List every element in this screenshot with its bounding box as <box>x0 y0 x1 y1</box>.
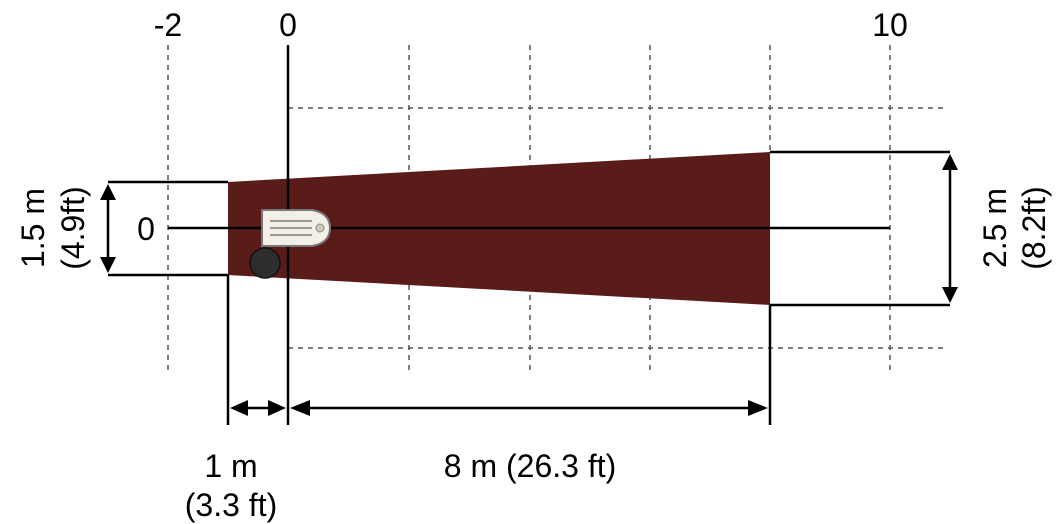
near-width-imperial-label: (4.9ft) <box>55 186 91 270</box>
range-dimensions <box>226 275 772 425</box>
y-tick-label: 0 <box>137 211 155 247</box>
far-width-label: 2.5 m <box>977 188 1013 268</box>
mounting-knob-icon <box>249 247 281 279</box>
near-width-label: 1.5 m <box>15 188 51 268</box>
x-tick-label: 10 <box>872 7 908 43</box>
x-tick-label: -2 <box>154 7 182 43</box>
sensor-device-icon <box>261 209 332 247</box>
near-width-dimension <box>100 180 228 277</box>
far-width-imperial-label: (8.2ft) <box>1016 186 1052 270</box>
far-width-dimension <box>770 150 958 307</box>
front-range-label: 8 m (26.3 ft) <box>444 448 617 484</box>
grid-horizontal-lines <box>288 107 948 349</box>
rear-range-label: 1 m <box>204 448 257 484</box>
x-tick-label: 0 <box>279 7 297 43</box>
rear-range-imperial-label: (3.3 ft) <box>185 487 277 523</box>
